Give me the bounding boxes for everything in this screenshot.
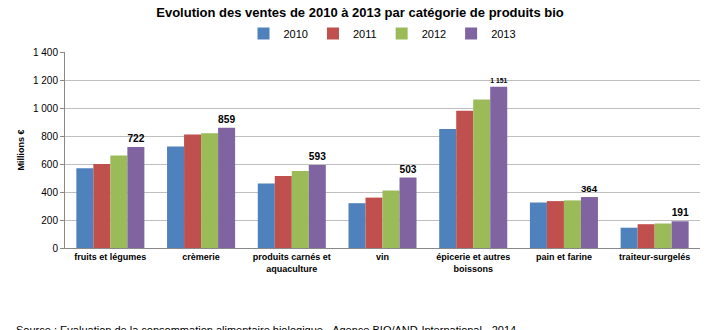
svg-text:722: 722 bbox=[127, 133, 144, 144]
svg-text:Source : Evaluation de la cons: Source : Evaluation de la consommation a… bbox=[16, 324, 516, 330]
svg-text:600: 600 bbox=[41, 159, 58, 170]
svg-text:800: 800 bbox=[41, 131, 58, 142]
svg-text:593: 593 bbox=[309, 151, 326, 162]
svg-text:200: 200 bbox=[41, 215, 58, 226]
svg-text:épicerie et autresboissons: épicerie et autresboissons bbox=[436, 252, 510, 274]
svg-text:1 000: 1 000 bbox=[33, 103, 58, 114]
svg-text:2012: 2012 bbox=[422, 28, 446, 40]
svg-text:364: 364 bbox=[581, 183, 598, 194]
svg-text:400: 400 bbox=[41, 187, 58, 198]
svg-text:2010: 2010 bbox=[284, 28, 308, 40]
svg-text:vin: vin bbox=[376, 252, 389, 262]
svg-text:pain et farine: pain et farine bbox=[536, 252, 592, 262]
svg-text:2011: 2011 bbox=[353, 28, 377, 40]
svg-text:503: 503 bbox=[400, 164, 417, 175]
svg-text:1 151: 1 151 bbox=[490, 77, 507, 84]
svg-text:Millions €: Millions € bbox=[16, 129, 26, 170]
svg-text:1 200: 1 200 bbox=[33, 75, 58, 86]
svg-text:produits carnés etaquaculture: produits carnés etaquaculture bbox=[253, 252, 331, 274]
svg-text:2013: 2013 bbox=[491, 28, 515, 40]
svg-text:0: 0 bbox=[52, 243, 58, 254]
svg-text:crèmerie: crèmerie bbox=[182, 252, 220, 262]
svg-text:191: 191 bbox=[672, 207, 689, 218]
svg-text:fruits et légumes: fruits et légumes bbox=[74, 252, 146, 262]
svg-text:859: 859 bbox=[218, 114, 235, 125]
svg-text:Evolution des ventes de 2010 à: Evolution des ventes de 2010 à 2013 par … bbox=[156, 5, 564, 20]
svg-text:traiteur-surgelés: traiteur-surgelés bbox=[619, 252, 690, 262]
svg-text:1 400: 1 400 bbox=[33, 47, 58, 58]
